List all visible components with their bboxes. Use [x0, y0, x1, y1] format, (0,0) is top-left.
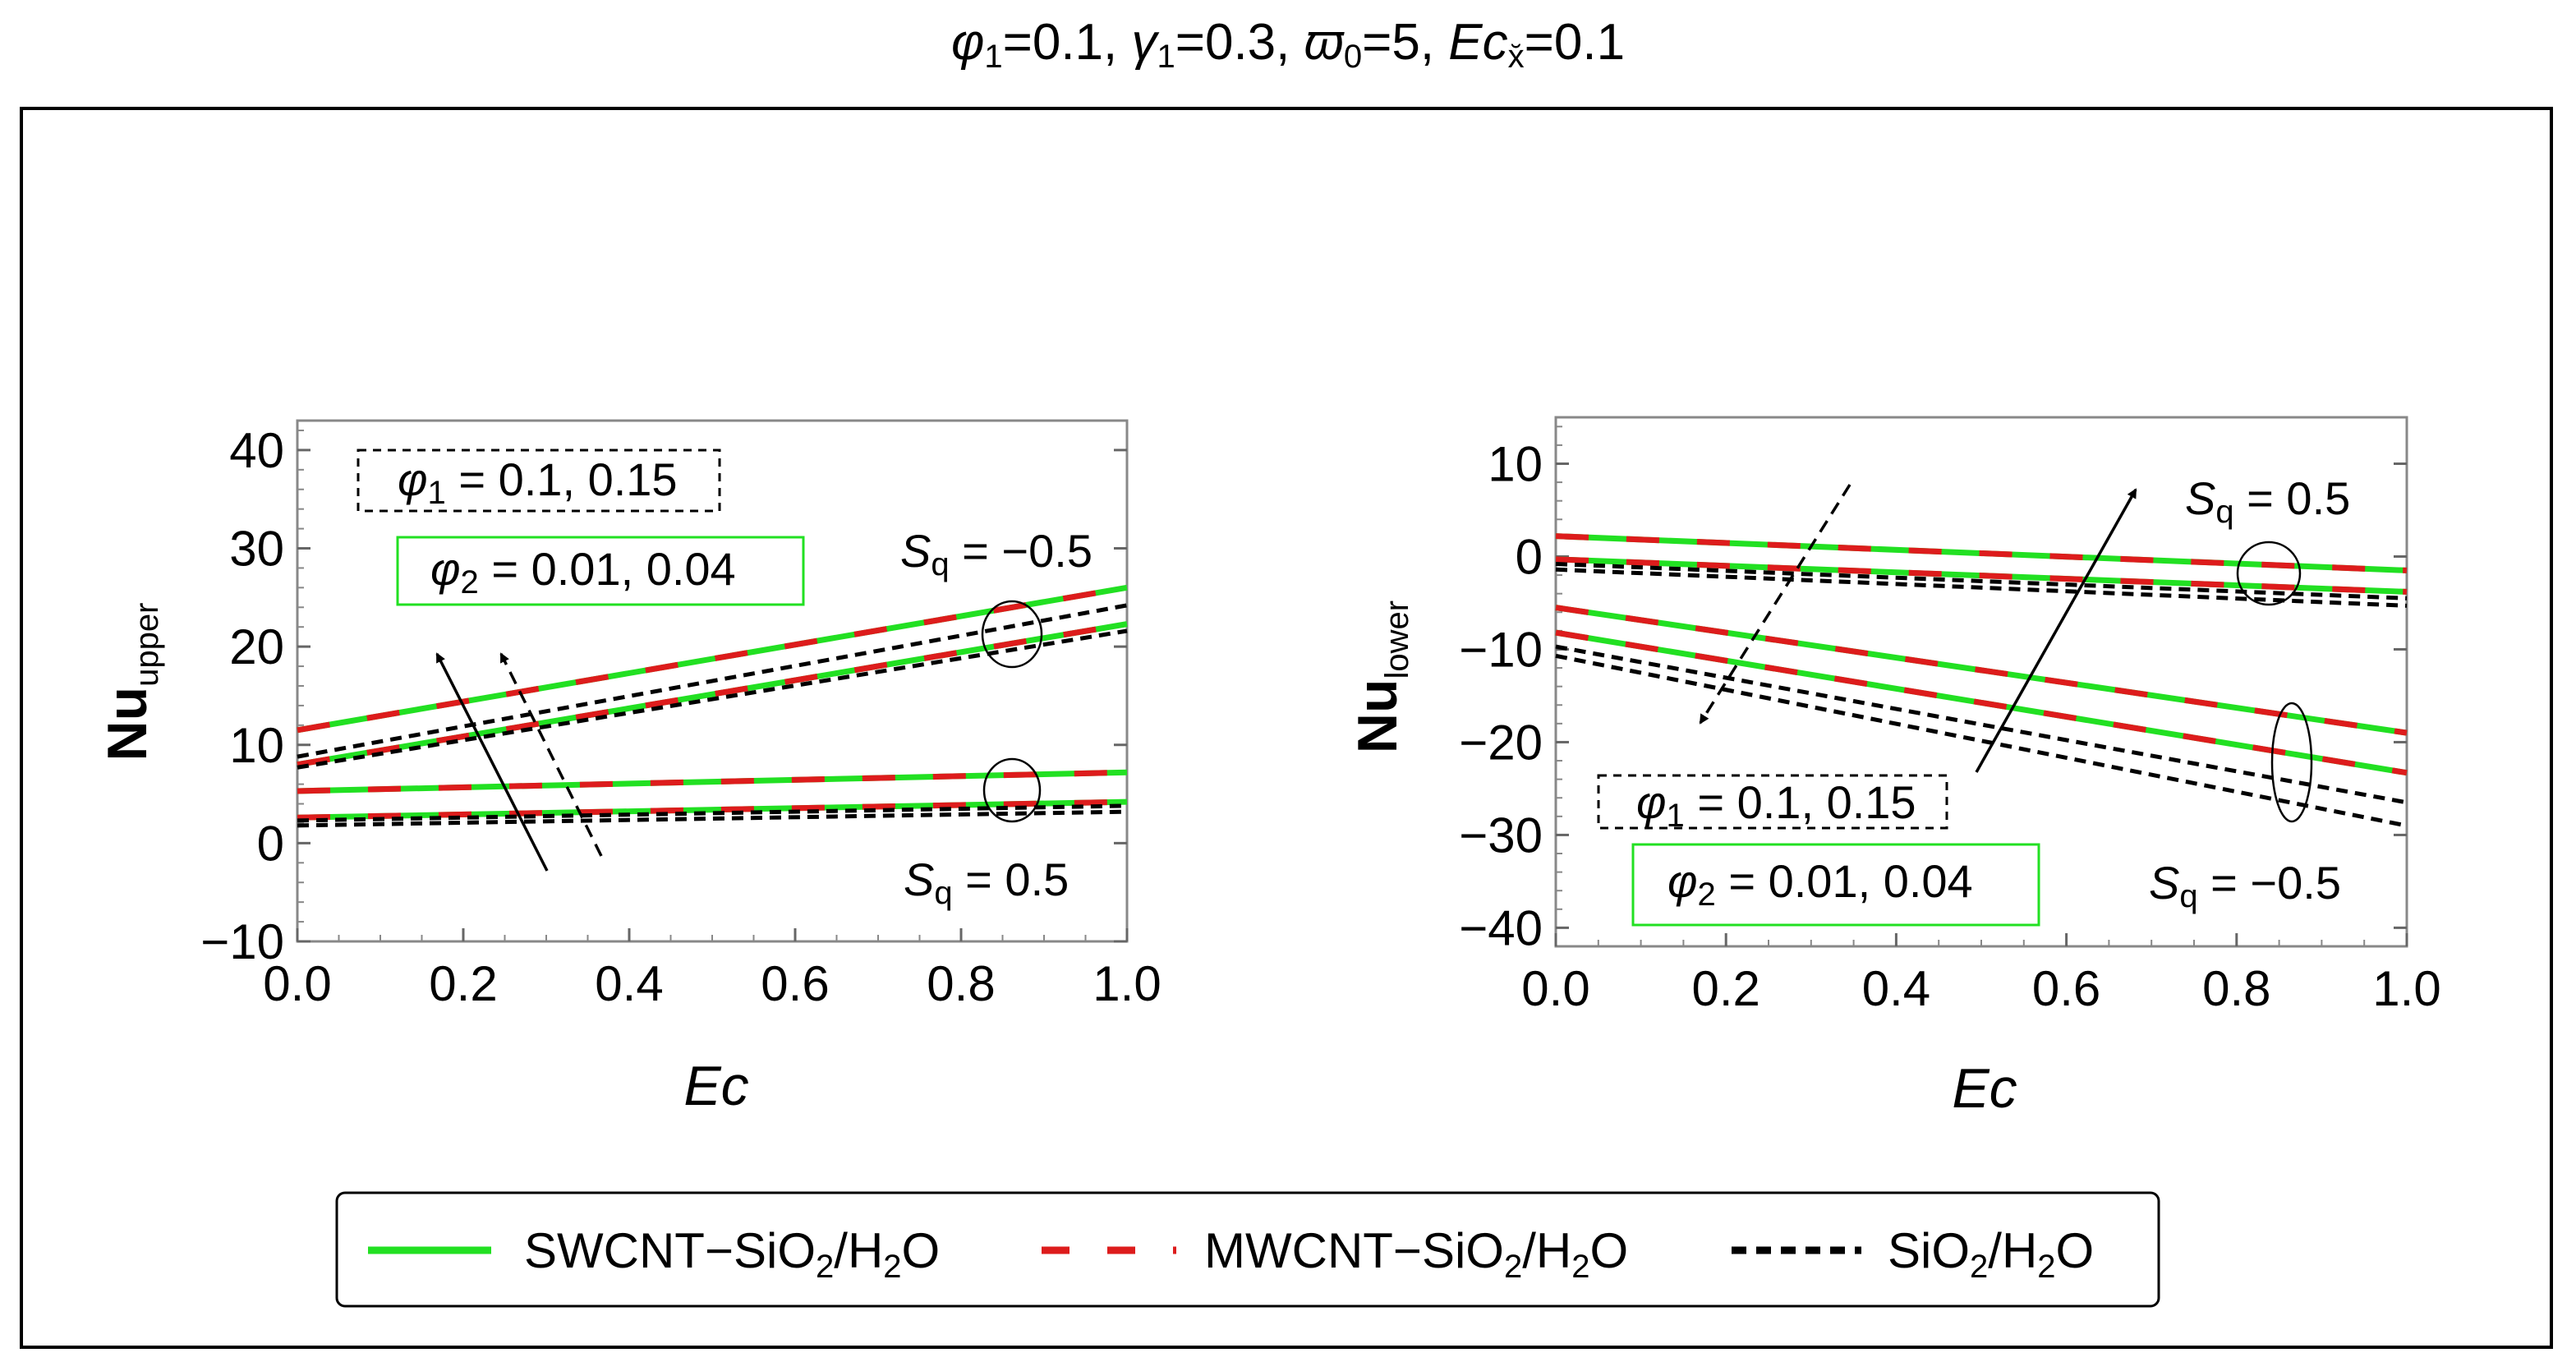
xtick-label-upper: 0.2	[429, 956, 497, 1011]
xtick-label-upper: 0.8	[927, 956, 995, 1011]
sq-pos-label-upper: Sq = 0.5	[904, 854, 1069, 911]
phi1-label-upper: φ1 = 0.1, 0.15	[398, 453, 678, 511]
panel-upper: 40 30 20 10 0 −10 0.0 0.2 0.4 0.6 0.8 1.0 Ec Nuupp…	[96, 419, 1162, 1117]
x-axis-label-upper: Ec	[683, 1055, 748, 1117]
ytick-label-lower: −10	[1459, 622, 1543, 677]
ytick-label-lower: −40	[1459, 900, 1543, 955]
curves-lower	[1555, 533, 2408, 828]
series-line-dotted-lower	[1555, 567, 2408, 608]
panel-lower: 10 0 −10 −20 −30 −40 0.0 0.2 0.4 0.6 0.8 1.0 Ec Nu…	[1346, 416, 2441, 1120]
legend: SWCNT−SiO2/H2O MWCNT−SiO2/H2O SiO2/H2O	[335, 1191, 2160, 1308]
arrow-solid-upper	[435, 652, 549, 872]
xtick-label-lower: 0.4	[1862, 961, 1930, 1016]
legend-item-sio2: SiO2/H2O	[1732, 1223, 2094, 1285]
ticks-lower	[1554, 426, 2408, 947]
legend-box	[335, 1191, 2160, 1308]
series-line-dashed-lower	[1555, 556, 2408, 595]
series-line-dotted-upper	[297, 628, 1128, 770]
series-line-solid-upper	[297, 621, 1128, 768]
ellipse-sq-pos-lower	[2236, 541, 2302, 606]
xtick-label-upper: 0.6	[761, 956, 829, 1011]
series-line-dotted-upper	[297, 603, 1128, 759]
series-line-dashed-lower	[1555, 533, 2408, 573]
ytick-label-lower: 0	[1516, 529, 1543, 584]
phi1-label-lower: φ1 = 0.1, 0.15	[1636, 776, 1916, 834]
ytick-label-upper: 30	[229, 522, 284, 577]
ticks-upper	[296, 429, 1129, 943]
arrow-dashed-lower	[1699, 484, 1852, 725]
xtick-label-lower: 1.0	[2372, 961, 2440, 1016]
x-axis-label-lower: Ec	[1952, 1057, 2017, 1120]
ytick-label-lower: 10	[1488, 436, 1543, 491]
xtick-labels-upper: 0.0 0.2 0.4 0.6 0.8 1.0	[263, 956, 1161, 1011]
ytick-label-upper: 0	[257, 816, 284, 871]
phi2-box-upper	[396, 536, 805, 606]
ytick-labels-lower: 10 0 −10 −20 −30 −40	[1459, 436, 1543, 955]
xtick-label-lower: 0.8	[2202, 961, 2270, 1016]
series-line-solid-upper	[297, 769, 1128, 794]
ytick-label-lower: −30	[1459, 808, 1543, 863]
xtick-label-lower: 0.0	[1521, 961, 1589, 1016]
series-line-dotted-lower	[1555, 562, 2408, 600]
legend-item-mwcnt: MWCNT−SiO2/H2O	[1042, 1223, 1628, 1285]
sq-neg-label-upper: Sq = −0.5	[900, 525, 1092, 582]
phi1-box-lower	[1597, 774, 1948, 830]
sq-pos-label-lower: Sq = 0.5	[2185, 472, 2350, 530]
ytick-label-upper: 10	[229, 718, 284, 773]
xtick-labels-lower: 0.0 0.2 0.4 0.6 0.8 1.0	[1521, 961, 2440, 1016]
xtick-label-lower: 0.2	[1691, 961, 1760, 1016]
ytick-label-upper: 40	[229, 423, 284, 478]
series-line-solid-upper	[297, 798, 1128, 821]
legend-label-swcnt: SWCNT−SiO2/H2O	[524, 1223, 940, 1285]
ellipse-sq-neg-lower	[2270, 702, 2313, 823]
series-line-dashed-lower	[1555, 629, 2408, 776]
legend-label-mwcnt: MWCNT−SiO2/H2O	[1204, 1223, 1628, 1285]
y-axis-label-upper: Nuupper	[96, 603, 165, 762]
curves-upper	[297, 584, 1128, 828]
arrow-dashed-upper	[499, 652, 603, 857]
ytick-label-upper: −10	[200, 914, 284, 969]
y-axis-label-lower: Nulower	[1346, 600, 1415, 753]
sq-neg-label-lower: Sq = −0.5	[2149, 857, 2341, 914]
ytick-label-upper: 20	[229, 619, 284, 674]
series-line-dotted-lower	[1555, 644, 2408, 805]
xtick-label-lower: 0.6	[2032, 961, 2100, 1016]
xtick-label-upper: 0.4	[595, 956, 663, 1011]
series-line-dotted-upper	[297, 809, 1128, 828]
xtick-label-upper: 0.0	[263, 956, 331, 1011]
arrow-solid-lower	[1975, 488, 2137, 773]
phi1-box-upper	[356, 449, 721, 513]
phi2-label-lower: φ2 = 0.01, 0.04	[1668, 855, 1973, 913]
phi2-box-lower	[1631, 843, 2040, 927]
ytick-label-lower: −20	[1459, 715, 1543, 770]
figure-title: φ1=0.1, γ1=0.3, ϖ0=5, Ecx̆=0.1	[951, 14, 1625, 75]
series-line-solid-upper	[297, 584, 1128, 734]
series-line-dotted-lower	[1555, 653, 2408, 828]
series-line-dashed-lower	[1555, 605, 2408, 736]
ellipse-sq-neg-upper	[981, 600, 1043, 669]
legend-item-swcnt: SWCNT−SiO2/H2O	[368, 1223, 940, 1285]
ellipse-sq-pos-upper	[982, 757, 1042, 823]
legend-label-sio2: SiO2/H2O	[1888, 1223, 2094, 1285]
xtick-label-upper: 1.0	[1092, 956, 1161, 1011]
ytick-labels-upper: 40 30 20 10 0 −10	[200, 423, 284, 969]
phi2-label-upper: φ2 = 0.01, 0.04	[430, 543, 736, 600]
outer-frame	[20, 107, 2553, 1349]
